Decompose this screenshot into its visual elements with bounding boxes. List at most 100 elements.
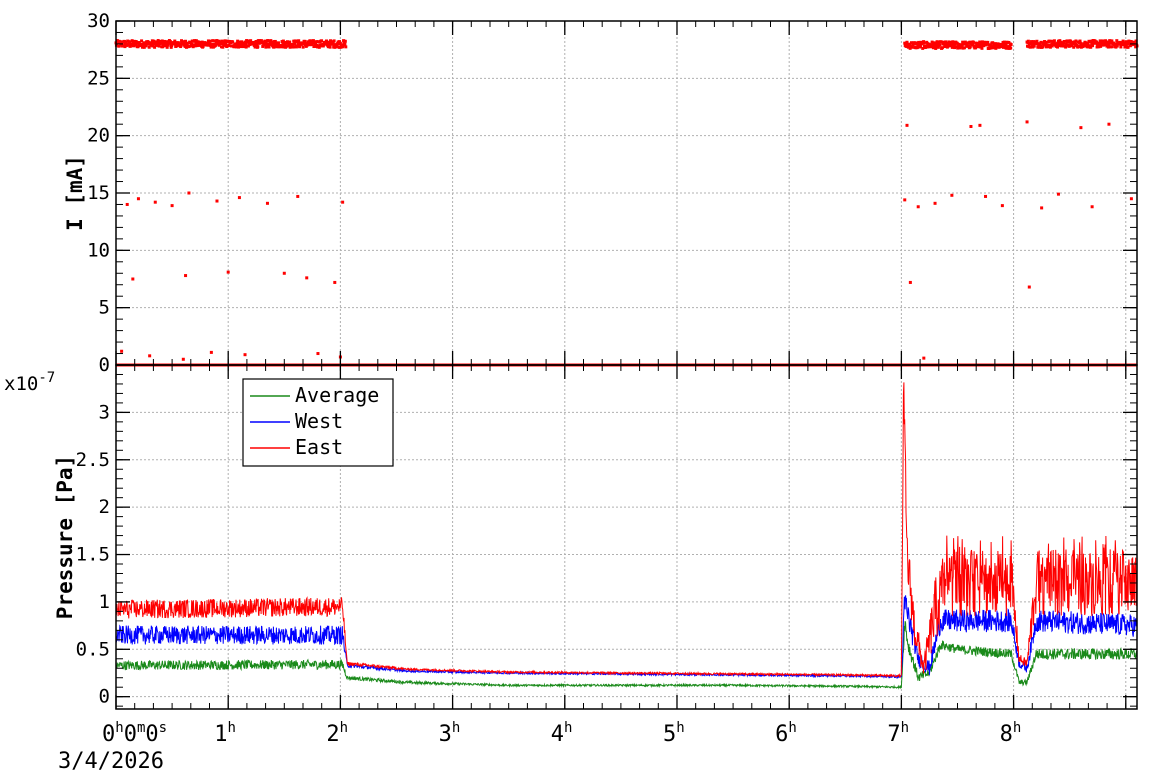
time-tick-unit: h	[115, 720, 123, 736]
current-point	[915, 46, 919, 50]
time-tick-unit: h	[564, 720, 572, 736]
current-point	[1121, 39, 1125, 43]
current-outlier-point	[209, 350, 213, 354]
current-outlier-point	[969, 124, 973, 128]
current-point	[224, 42, 228, 46]
current-point	[1029, 42, 1033, 46]
pressure-legend: Average West East	[242, 378, 394, 467]
current-point	[334, 45, 338, 49]
current-outlier-point	[243, 353, 247, 357]
current-point	[185, 43, 189, 47]
current-grid	[116, 21, 1137, 365]
current-point	[1110, 39, 1114, 43]
current-point	[201, 44, 205, 48]
current-outlier-point	[148, 354, 152, 358]
current-point	[1095, 40, 1099, 44]
current-outlier-point	[265, 201, 269, 205]
current-point	[317, 45, 321, 49]
current-point	[1035, 39, 1039, 43]
current-point	[1105, 43, 1109, 47]
current-point	[187, 45, 191, 49]
current-outlier-point	[1090, 205, 1094, 209]
current-point	[127, 42, 131, 46]
current-point	[332, 39, 336, 43]
time-tick-label: 2h	[326, 720, 348, 747]
current-point	[1072, 45, 1076, 49]
current-point	[123, 45, 127, 49]
current-point	[1119, 45, 1123, 49]
current-point	[922, 40, 926, 44]
time-tick-label: 3h	[439, 720, 461, 747]
current-point	[164, 40, 168, 44]
current-ytick-label: 15	[87, 182, 110, 204]
current-point	[982, 44, 986, 48]
current-point	[966, 44, 970, 48]
current-outlier-point	[333, 280, 337, 284]
current-point	[1038, 42, 1042, 46]
time-tick-label: 1h	[214, 720, 236, 747]
current-point	[1045, 40, 1049, 44]
current-outlier-point	[226, 270, 230, 274]
current-point	[343, 42, 347, 46]
time-tick-part-unit: m	[137, 720, 145, 736]
current-outlier-point	[984, 194, 988, 198]
current-point	[1074, 39, 1078, 43]
current-point	[918, 45, 922, 49]
current-point	[157, 44, 161, 48]
current-outlier-point	[181, 357, 185, 361]
current-point	[1032, 44, 1036, 48]
current-point	[1078, 39, 1082, 43]
current-point	[236, 39, 240, 43]
current-point	[168, 41, 172, 45]
time-tick-label: 7h	[887, 720, 909, 747]
current-point	[208, 39, 212, 43]
current-point	[1026, 39, 1030, 43]
current-point	[160, 39, 164, 43]
current-point	[117, 44, 121, 48]
current-point	[964, 41, 968, 45]
pressure-ytick-label: 2	[99, 496, 110, 518]
current-point	[1134, 39, 1138, 43]
current-outlier-point	[1107, 122, 1111, 126]
current-point	[1050, 44, 1054, 48]
time-tick-label: 4h	[551, 720, 573, 747]
current-point	[1036, 42, 1040, 46]
current-outlier-point	[950, 193, 954, 197]
current-outlier-point	[1056, 192, 1060, 196]
current-point	[310, 42, 314, 46]
time-tick-hour: 8	[1000, 722, 1013, 747]
current-point	[1110, 45, 1114, 49]
current-point	[320, 39, 324, 43]
current-outlier-point	[916, 205, 920, 209]
current-point	[1089, 45, 1093, 49]
time-axis-labels: 0h0m0s 1h 2h 3h 4h 5h 6h 7h 8h	[102, 720, 1021, 747]
pressure-panel: 0 0.5 1 1.5 2 2.5 3 Pressure [Pa] x10-7 Averag…	[4, 364, 1138, 710]
current-point	[308, 39, 312, 43]
time-tick-part: 0	[145, 722, 158, 747]
pressure-ytick-label: 1.5	[76, 544, 110, 566]
current-point	[263, 39, 267, 43]
current-point	[1005, 40, 1009, 44]
current-point	[1030, 40, 1034, 44]
pressure-grid	[116, 365, 1137, 709]
current-point	[127, 40, 131, 44]
current-outlier-point	[120, 349, 124, 353]
current-point	[1001, 45, 1005, 49]
legend-label-east: East	[295, 435, 343, 459]
current-outlier-point	[237, 196, 241, 200]
current-point	[991, 41, 995, 45]
current-point	[338, 41, 342, 45]
time-tick-label: 0h0m0s	[102, 720, 167, 747]
current-point	[341, 43, 345, 47]
current-point	[294, 40, 298, 44]
current-point	[173, 39, 177, 43]
current-point	[1104, 40, 1108, 44]
current-point	[239, 45, 243, 49]
current-point	[908, 46, 912, 50]
pressure-ylabel: Pressure [Pa]	[53, 455, 77, 619]
current-point	[938, 43, 942, 47]
current-point	[137, 41, 141, 45]
current-point	[217, 43, 221, 47]
current-point	[953, 46, 957, 50]
current-point	[934, 46, 938, 50]
